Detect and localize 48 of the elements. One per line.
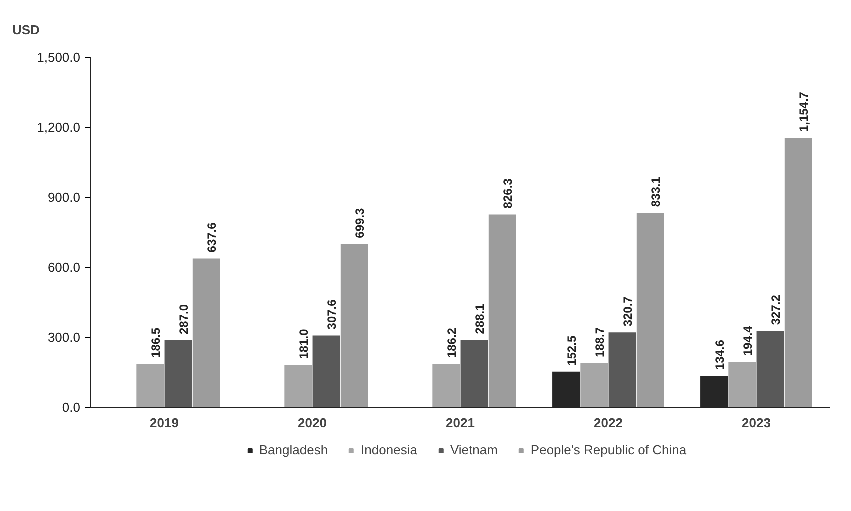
x-tick-label: 2019	[150, 416, 179, 430]
y-tick-label: 0.0	[62, 400, 81, 415]
bar	[136, 364, 164, 408]
data-label: 186.5	[148, 328, 163, 358]
y-tick-label: 300.0	[48, 330, 81, 345]
x-tick-label: 2023	[742, 416, 771, 430]
bar	[728, 362, 756, 408]
y-tick-label: 1,200.0	[37, 120, 80, 135]
data-label: 1,154.7	[797, 92, 812, 132]
data-label: 181.0	[296, 328, 311, 360]
x-tick-label: 2021	[446, 416, 475, 430]
x-tick-label: 2022	[594, 416, 623, 430]
legend-label: Indonesia	[361, 442, 418, 458]
data-label: 186.2	[444, 328, 459, 358]
x-tick-label: 2020	[298, 416, 327, 430]
y-tick-label: 900.0	[48, 190, 81, 205]
bar	[488, 214, 516, 408]
data-label: 327.2	[769, 294, 784, 326]
data-label: 194.4	[740, 326, 755, 356]
data-label: 288.1	[473, 304, 488, 334]
bar	[580, 363, 608, 408]
y-tick-label: 1,500.0	[37, 50, 80, 65]
data-label: 833.1	[649, 176, 664, 208]
bar	[636, 213, 664, 408]
bar	[312, 336, 340, 408]
legend-label: People's Republic of China	[530, 442, 687, 458]
data-label: 637.6	[205, 222, 220, 253]
legend-label: Vietnam	[450, 442, 498, 458]
data-label: 320.7	[621, 296, 636, 327]
data-label: 188.7	[592, 327, 607, 358]
bar	[460, 340, 488, 408]
data-label: 287.0	[177, 304, 192, 335]
bar	[192, 258, 220, 408]
y-axis-title: USD	[12, 22, 40, 38]
data-label: 152.5	[564, 336, 579, 366]
legend-label: Bangladesh	[259, 442, 328, 458]
data-label: 307.6	[325, 299, 340, 330]
y-tick-label: 600.0	[48, 260, 81, 275]
bar	[432, 364, 460, 408]
data-label: 134.6	[712, 340, 727, 370]
bar	[284, 365, 312, 408]
bar	[608, 332, 636, 408]
bar	[784, 138, 812, 408]
data-label: 826.3	[501, 178, 516, 209]
bar	[756, 331, 784, 408]
bar	[340, 244, 368, 408]
data-label: 699.3	[353, 208, 368, 238]
bar	[164, 340, 192, 408]
